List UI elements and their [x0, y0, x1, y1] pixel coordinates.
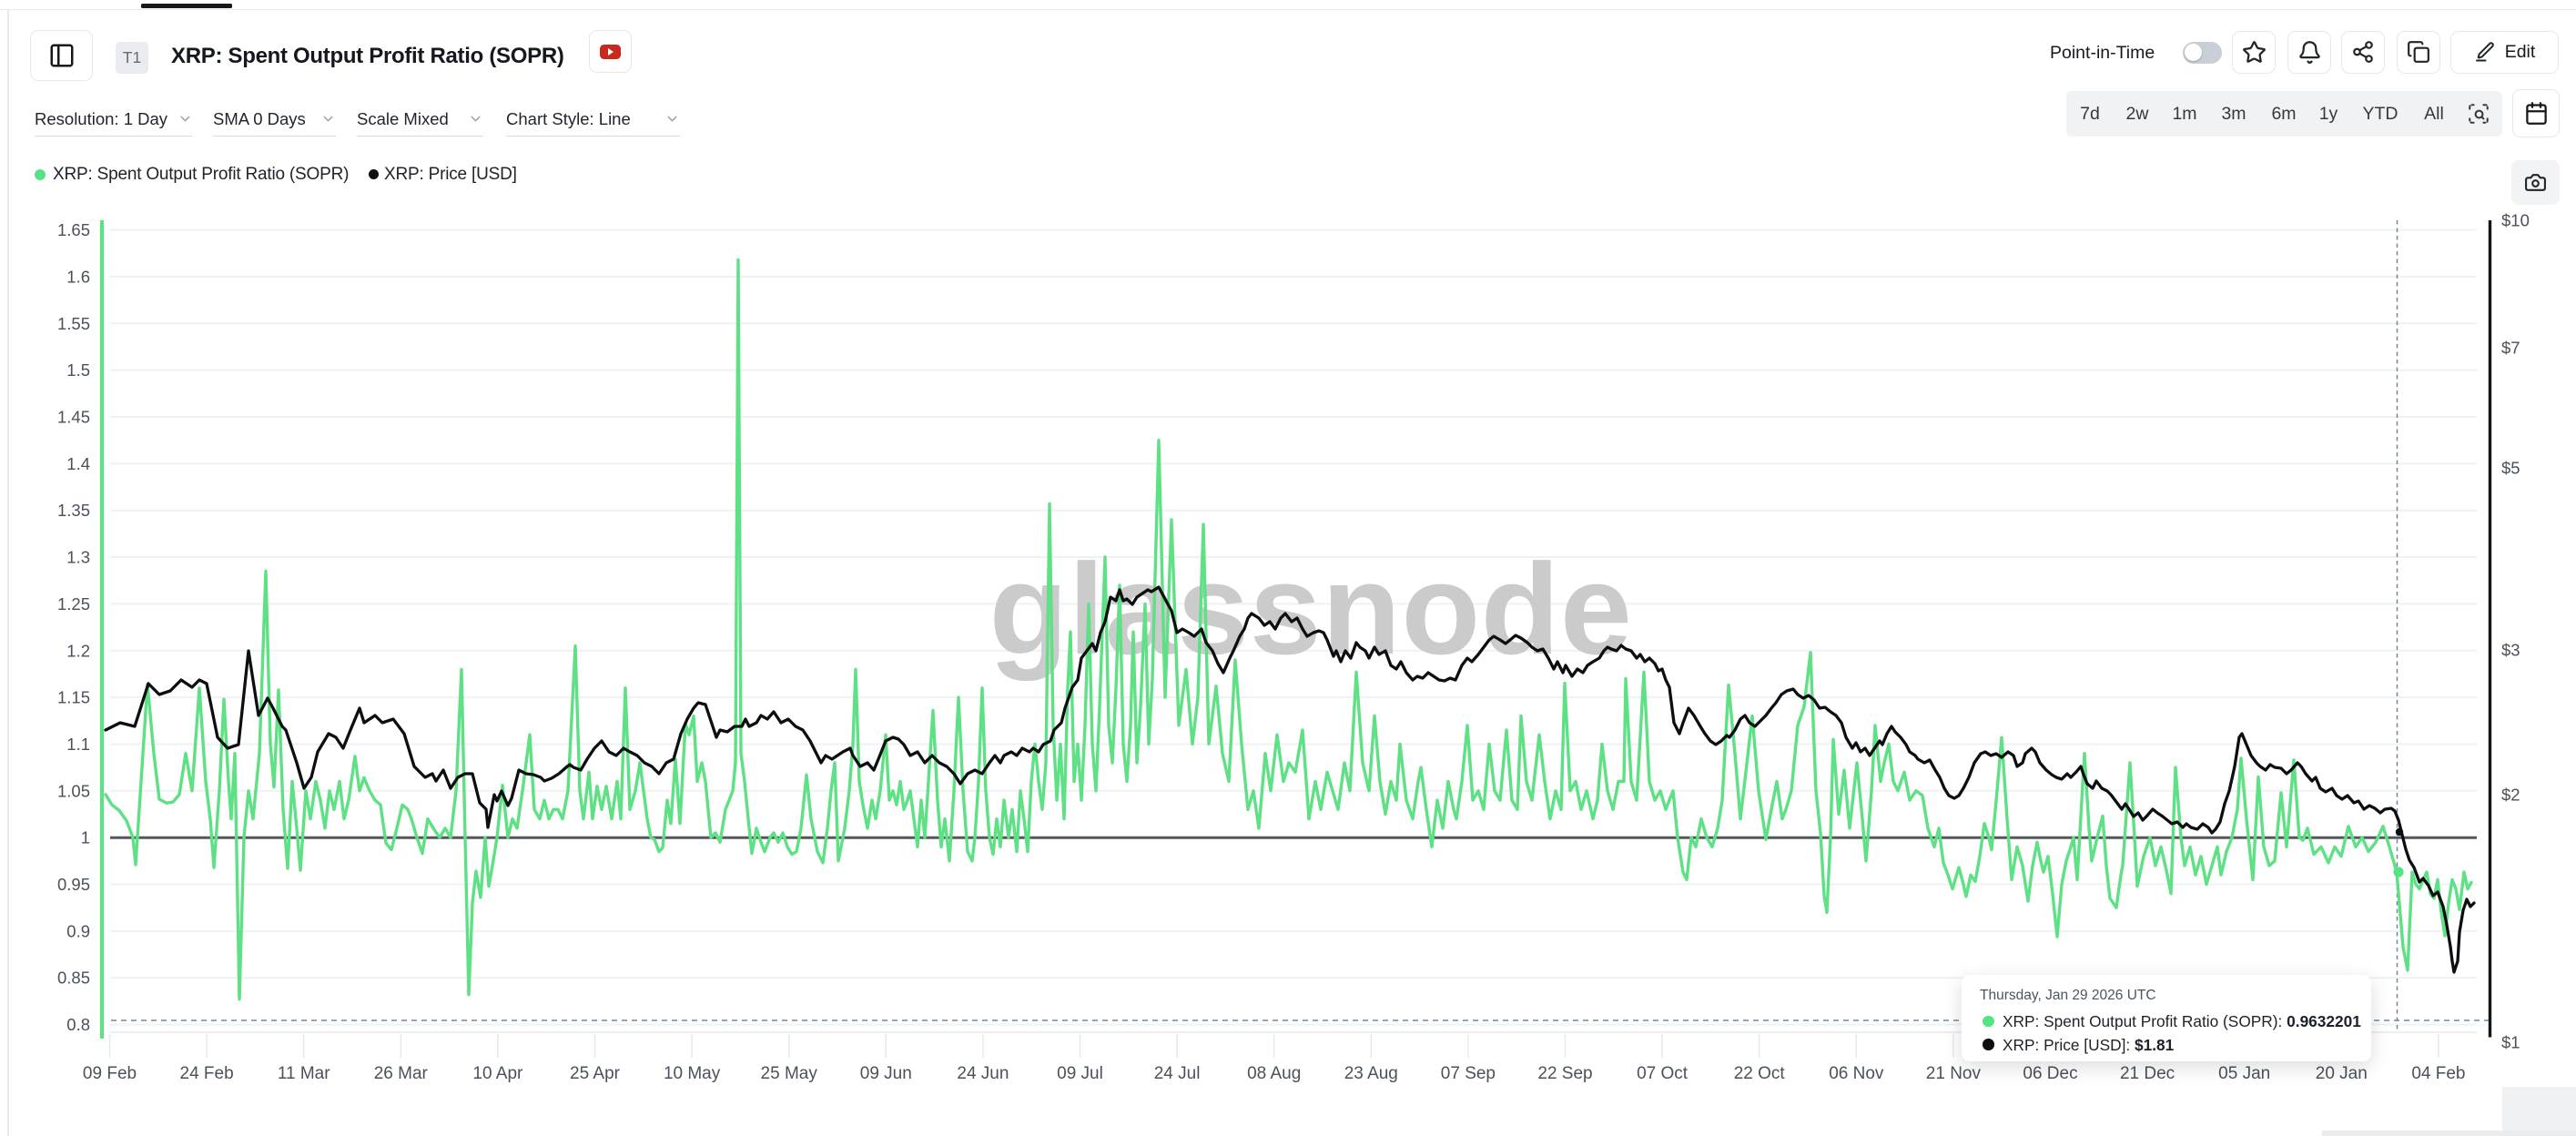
svg-text:08 Aug: 08 Aug: [1247, 1064, 1301, 1083]
svg-text:07 Sep: 07 Sep: [1441, 1064, 1496, 1083]
svg-text:1.05: 1.05: [57, 781, 90, 800]
svg-text:1.5: 1.5: [66, 360, 90, 380]
svg-text:21 Nov: 21 Nov: [1926, 1064, 1982, 1083]
svg-text:1.55: 1.55: [57, 314, 90, 333]
svg-text:0.9: 0.9: [66, 921, 90, 940]
svg-text:07 Oct: 07 Oct: [1637, 1064, 1689, 1083]
svg-text:1.65: 1.65: [57, 220, 90, 239]
svg-text:25 May: 25 May: [761, 1064, 818, 1083]
svg-text:23 Aug: 23 Aug: [1344, 1064, 1398, 1083]
svg-text:1.35: 1.35: [57, 501, 90, 520]
svg-text:09 Jun: 09 Jun: [860, 1064, 912, 1083]
svg-text:$10: $10: [2501, 211, 2530, 230]
svg-text:$3: $3: [2501, 641, 2520, 660]
svg-text:0.95: 0.95: [57, 875, 90, 894]
svg-text:21 Dec: 21 Dec: [2120, 1064, 2175, 1083]
svg-text:1: 1: [81, 828, 90, 847]
svg-text:06 Dec: 06 Dec: [2023, 1064, 2077, 1083]
svg-text:11 Mar: 11 Mar: [278, 1064, 330, 1083]
svg-text:0.8: 0.8: [66, 1015, 90, 1034]
svg-text:26 Mar: 26 Mar: [374, 1064, 429, 1083]
svg-text:05 Jan: 05 Jan: [2218, 1064, 2270, 1083]
svg-text:1.1: 1.1: [66, 735, 90, 754]
svg-text:1.15: 1.15: [57, 688, 90, 707]
svg-text:$7: $7: [2501, 338, 2520, 357]
svg-text:24 Feb: 24 Feb: [180, 1064, 234, 1083]
svg-text:25 Apr: 25 Apr: [570, 1064, 621, 1083]
svg-text:1.4: 1.4: [66, 454, 90, 473]
svg-text:06 Nov: 06 Nov: [1829, 1064, 1884, 1083]
svg-text:10 May: 10 May: [664, 1064, 721, 1083]
svg-text:22 Oct: 22 Oct: [1734, 1064, 1786, 1083]
svg-text:22 Sep: 22 Sep: [1537, 1064, 1592, 1083]
svg-text:20 Jan: 20 Jan: [2316, 1064, 2368, 1083]
svg-text:1.2: 1.2: [66, 641, 90, 660]
svg-text:$2: $2: [2501, 786, 2520, 805]
svg-text:1.3: 1.3: [66, 548, 90, 567]
svg-text:0.85: 0.85: [57, 969, 90, 988]
svg-text:24 Jul: 24 Jul: [1154, 1064, 1201, 1083]
svg-text:1.25: 1.25: [57, 594, 90, 614]
svg-text:1.45: 1.45: [57, 408, 90, 427]
svg-text:1.6: 1.6: [66, 267, 90, 286]
svg-text:24 Jun: 24 Jun: [957, 1064, 1009, 1083]
svg-text:glassnode: glassnode: [989, 537, 1633, 682]
svg-text:04 Feb: 04 Feb: [2411, 1064, 2465, 1083]
svg-text:10 Apr: 10 Apr: [472, 1064, 523, 1083]
svg-text:$5: $5: [2501, 458, 2520, 477]
svg-text:09 Feb: 09 Feb: [83, 1064, 137, 1083]
svg-text:09 Jul: 09 Jul: [1057, 1064, 1103, 1083]
svg-text:$1: $1: [2501, 1033, 2520, 1052]
